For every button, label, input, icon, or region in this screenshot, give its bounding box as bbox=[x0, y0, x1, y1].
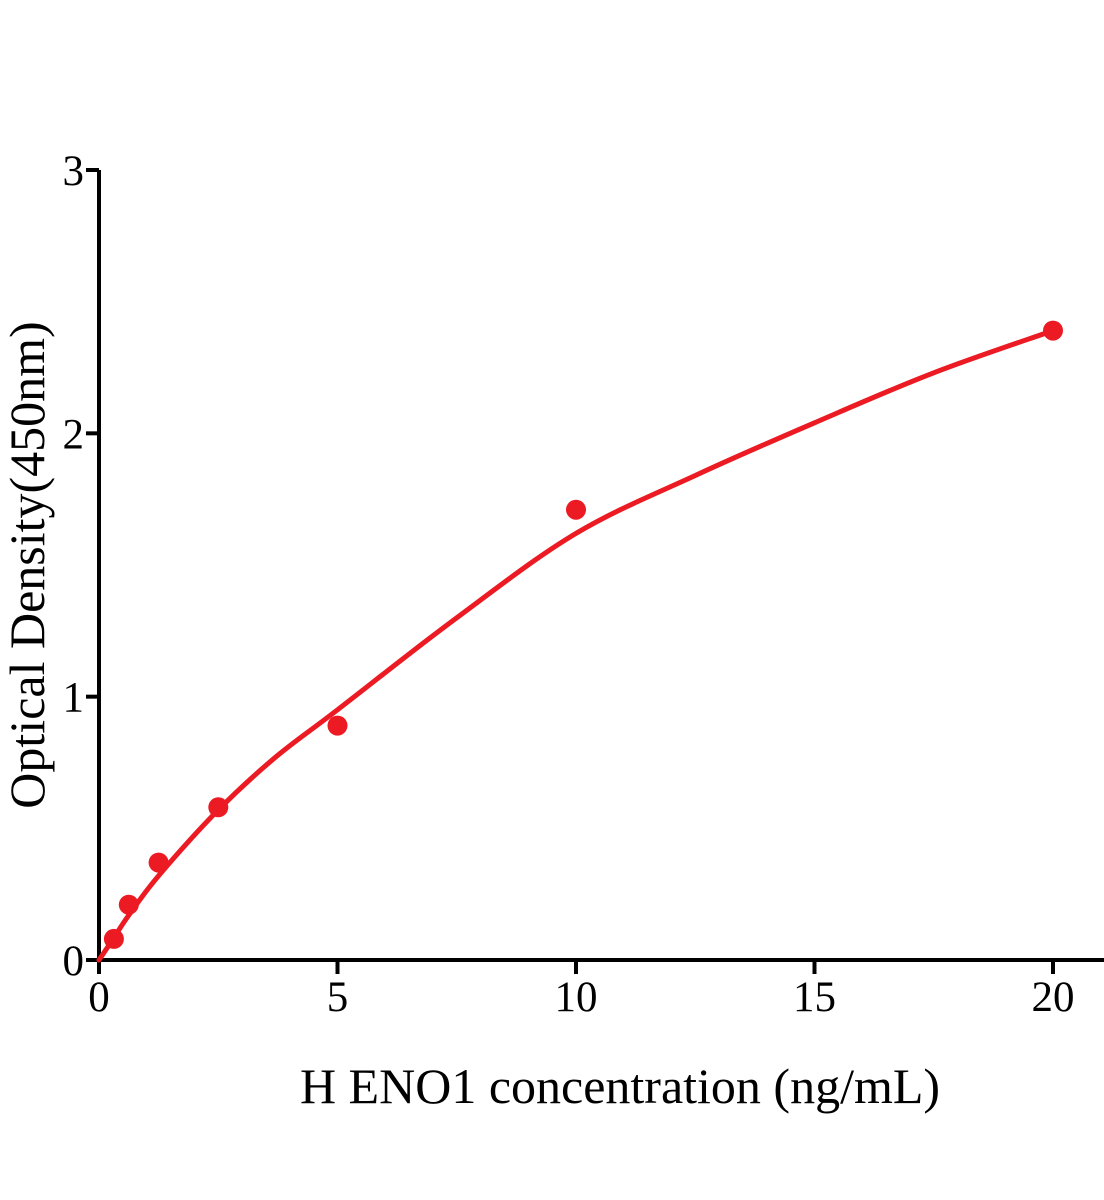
x-axis-tick-labels: 0 5 10 15 20 bbox=[88, 974, 1074, 1021]
y-tick-label: 1 bbox=[63, 675, 85, 722]
data-points bbox=[103, 320, 1063, 949]
y-tick-label: 0 bbox=[63, 938, 85, 985]
x-tick-label: 20 bbox=[1032, 974, 1075, 1021]
x-axis-title: H ENO1 concentration (ng/mL) bbox=[300, 1058, 940, 1114]
data-point bbox=[118, 894, 139, 915]
axis-spine bbox=[97, 170, 1104, 962]
data-point bbox=[148, 852, 169, 873]
x-tick-label: 10 bbox=[555, 974, 598, 1021]
data-point bbox=[327, 715, 348, 736]
x-tick-label: 0 bbox=[88, 974, 110, 1021]
data-point bbox=[1043, 320, 1063, 341]
x-tick-label: 5 bbox=[327, 974, 349, 1021]
fit-curve-line bbox=[96, 328, 1056, 963]
data-point bbox=[566, 499, 586, 520]
data-point bbox=[208, 797, 229, 818]
y-tick-label: 2 bbox=[63, 411, 85, 458]
y-tick-label: 3 bbox=[63, 148, 85, 195]
x-tick-label: 15 bbox=[793, 974, 836, 1021]
axes bbox=[86, 168, 1104, 974]
y-axis-title: Optical Density(450nm) bbox=[0, 321, 55, 808]
data-point bbox=[103, 928, 124, 949]
y-axis-tick-labels: 0 1 2 3 bbox=[63, 148, 85, 985]
